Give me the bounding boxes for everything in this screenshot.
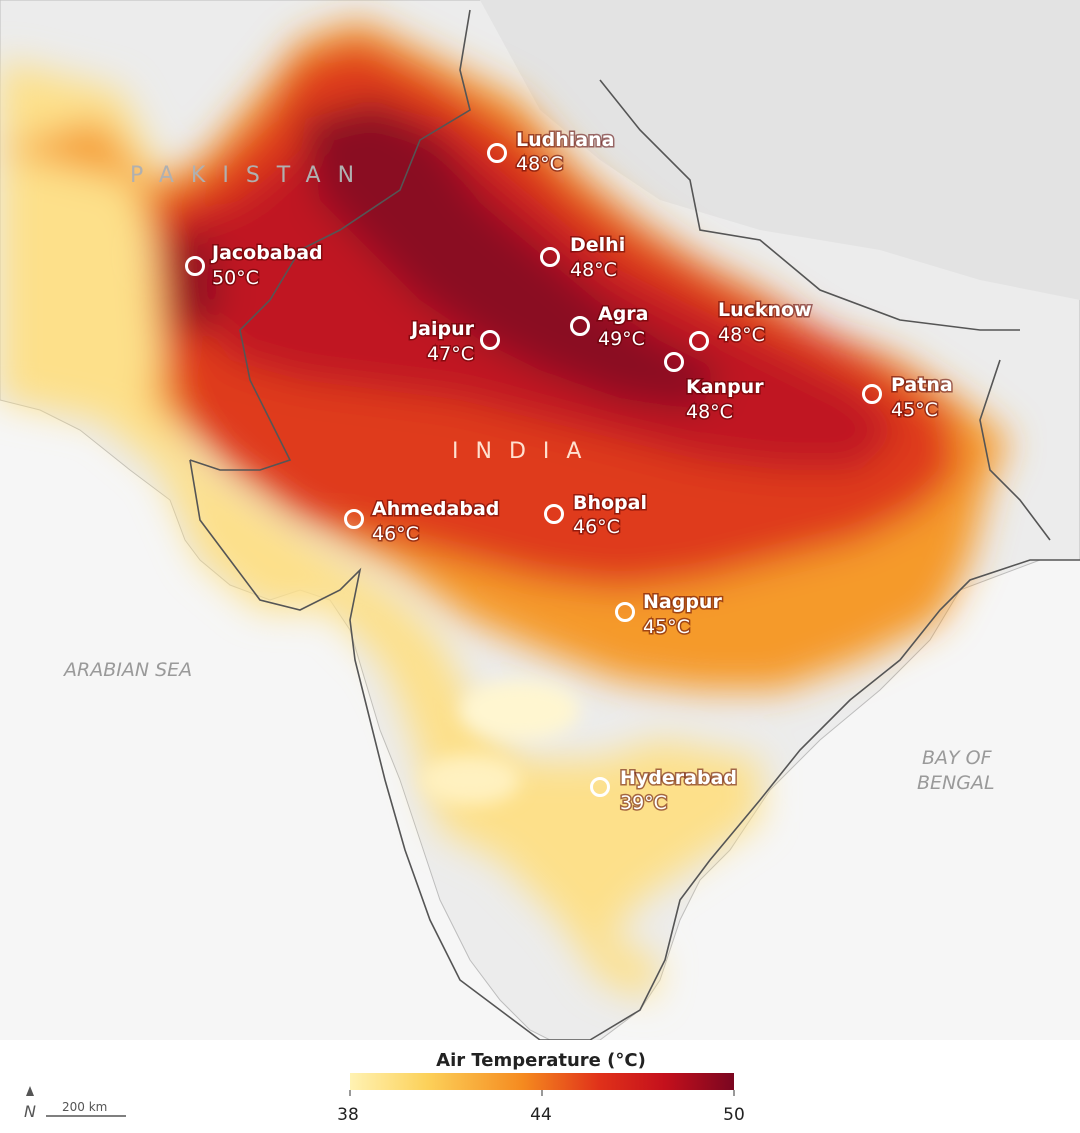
city-temp: 48°C	[686, 401, 733, 423]
city-temp: 39°C	[620, 792, 667, 814]
city-name: Ludhiana	[516, 129, 614, 151]
legend-tick-mid: 44	[530, 1105, 552, 1125]
city-marker-icon	[544, 504, 564, 524]
legend-color-bar	[350, 1073, 734, 1090]
city-temp: 46°C	[372, 523, 419, 545]
city-marker-icon	[664, 352, 684, 372]
city-marker-icon	[590, 777, 610, 797]
city-temp: 50°C	[212, 267, 259, 289]
pakistan-india-border	[189, 9, 471, 471]
north-arrow-icon: N	[24, 1086, 36, 1121]
country-label-india: INDIA	[452, 439, 598, 464]
city-marker-icon	[185, 256, 205, 276]
city-marker-icon	[344, 509, 364, 529]
city-name: Jacobabad	[210, 242, 323, 264]
city-name: Delhi	[570, 234, 625, 256]
city-markers: Ludhiana 48°C Delhi 48°C Jacobabad 50°C …	[185, 128, 954, 816]
legend-tick-min: 38	[337, 1105, 359, 1125]
city-marker-icon	[862, 384, 882, 404]
city-temp: 47°C	[427, 343, 474, 365]
city-name: Hyderabad	[620, 767, 737, 789]
city-name: Bhopal	[573, 492, 647, 514]
city-nagpur[interactable]: Nagpur 45°C	[615, 590, 724, 640]
city-name: Lucknow	[718, 299, 812, 321]
sea-label-arabian: ARABIAN SEA	[62, 659, 192, 681]
city-name: Ahmedabad	[372, 498, 499, 520]
city-hyderabad[interactable]: Hyderabad 39°C	[590, 766, 739, 816]
city-temp: 45°C	[643, 616, 690, 638]
city-name: Kanpur	[686, 376, 764, 398]
city-marker-icon	[615, 602, 635, 622]
city-name: Nagpur	[643, 591, 722, 613]
city-name: Agra	[598, 303, 649, 325]
city-jacobabad[interactable]: Jacobabad 50°C	[185, 241, 324, 291]
svg-text:N: N	[24, 1102, 36, 1121]
city-lucknow[interactable]: Lucknow 48°C	[689, 298, 813, 351]
city-marker-icon	[570, 316, 590, 336]
coastline	[189, 459, 1080, 1041]
city-delhi[interactable]: Delhi 48°C	[540, 233, 627, 283]
city-marker-icon	[540, 247, 560, 267]
nepal-border	[599, 79, 1020, 331]
city-patna[interactable]: Patna 45°C	[862, 373, 954, 423]
city-marker-icon	[689, 331, 709, 351]
sea-label-bay-line1: BAY OF	[922, 747, 993, 769]
city-kanpur[interactable]: Kanpur 48°C	[664, 352, 766, 425]
city-temp: 45°C	[891, 399, 938, 421]
city-ahmedabad[interactable]: Ahmedabad 46°C	[344, 497, 501, 547]
country-label-pakistan: PAKISTAN	[130, 163, 371, 188]
temperature-layer	[0, 20, 1010, 1000]
sea-label-bay-line2: BENGAL	[917, 772, 995, 794]
city-marker-icon	[480, 330, 500, 350]
city-temp: 48°C	[570, 259, 617, 281]
city-agra[interactable]: Agra 49°C	[570, 302, 650, 352]
city-temp: 46°C	[573, 516, 620, 538]
city-bhopal[interactable]: Bhopal 46°C	[544, 491, 649, 540]
city-ludhiana[interactable]: Ludhiana 48°C	[487, 128, 616, 177]
legend-title: Air Temperature (°C)	[436, 1050, 646, 1071]
city-jaipur[interactable]: Jaipur 47°C	[408, 317, 500, 367]
city-temp: 49°C	[598, 328, 645, 350]
scale-label: 200 km	[62, 1100, 107, 1114]
legend-tick-max: 50	[723, 1105, 745, 1125]
bangladesh-border	[979, 359, 1051, 541]
city-temp: 48°C	[516, 153, 563, 175]
city-temp: 48°C	[718, 324, 765, 346]
city-name: Jaipur	[409, 318, 475, 340]
himalaya-terrain	[480, 0, 1080, 300]
city-name: Patna	[891, 374, 953, 396]
city-marker-icon	[487, 143, 507, 163]
